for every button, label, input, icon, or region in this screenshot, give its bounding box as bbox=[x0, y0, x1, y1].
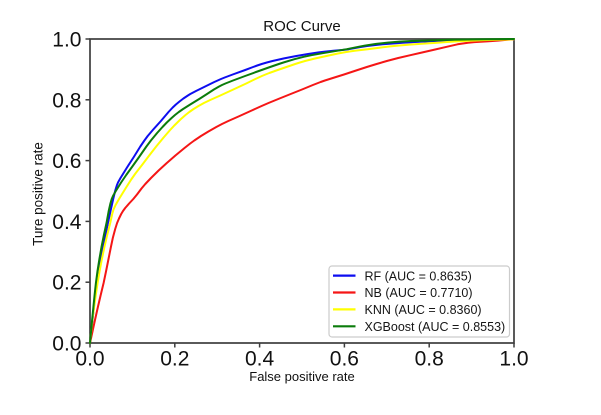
svg-text:0.0: 0.0 bbox=[52, 333, 81, 356]
svg-text:0.2: 0.2 bbox=[52, 272, 81, 295]
svg-text:0.8: 0.8 bbox=[415, 348, 444, 371]
svg-text:0.0: 0.0 bbox=[75, 348, 104, 371]
svg-text:1.0: 1.0 bbox=[499, 348, 528, 371]
svg-text:0.6: 0.6 bbox=[330, 348, 359, 371]
svg-text:1.0: 1.0 bbox=[52, 29, 81, 52]
svg-text:0.6: 0.6 bbox=[52, 150, 81, 173]
svg-text:Ture positive rate: Ture positive rate bbox=[31, 142, 46, 246]
svg-text:NB (AUC = 0.7710): NB (AUC = 0.7710) bbox=[365, 286, 473, 300]
svg-text:0.8: 0.8 bbox=[52, 89, 81, 112]
svg-text:0.2: 0.2 bbox=[160, 348, 189, 371]
svg-text:0.4: 0.4 bbox=[245, 348, 275, 371]
svg-text:0.4: 0.4 bbox=[52, 211, 82, 234]
svg-text:XGBoost (AUC = 0.8553): XGBoost (AUC = 0.8553) bbox=[365, 320, 506, 334]
svg-text:RF (AUC = 0.8635): RF (AUC = 0.8635) bbox=[365, 269, 472, 283]
svg-text:KNN (AUC = 0.8360): KNN (AUC = 0.8360) bbox=[365, 303, 482, 317]
svg-text:ROC Curve: ROC Curve bbox=[263, 18, 341, 35]
svg-text:False positive rate: False positive rate bbox=[249, 369, 355, 384]
